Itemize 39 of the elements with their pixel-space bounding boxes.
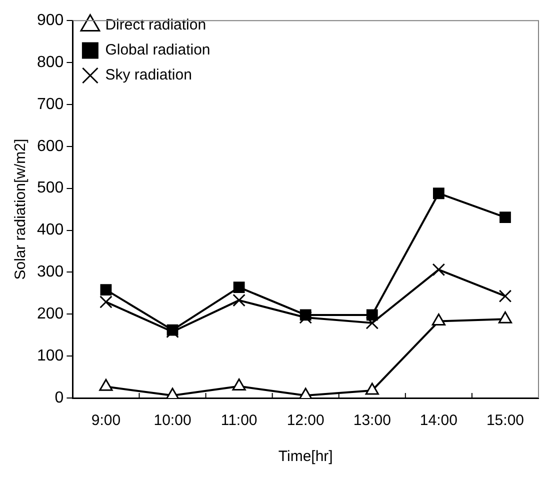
legend-label: Global radiation	[105, 42, 210, 59]
point	[99, 378, 113, 391]
y-tick-label: 500	[36, 180, 64, 197]
legend-label: Sky radiation	[105, 66, 192, 84]
y-tick-label: 100	[36, 347, 64, 364]
y-tick-label: 600	[36, 138, 64, 155]
point	[166, 388, 180, 398]
point	[500, 212, 511, 223]
point	[498, 290, 512, 303]
y-axis-title: Solar radiation[w/m2]	[12, 138, 30, 280]
point	[366, 316, 379, 330]
y-tick-label: 400	[36, 222, 64, 239]
x-tick-label: 15:00	[486, 412, 524, 430]
point	[365, 382, 379, 395]
legend-label: Direct radiation	[105, 16, 206, 34]
point	[298, 388, 312, 398]
point	[100, 296, 112, 308]
point	[432, 314, 446, 326]
x-axis-title: Time[hr]	[278, 448, 333, 466]
y-tick-label: 800	[36, 54, 64, 71]
point	[432, 263, 446, 276]
point	[232, 378, 246, 391]
x-tick-label: 13:00	[353, 412, 391, 430]
x-tick-label: 14:00	[420, 412, 458, 430]
x-tick-label: 10:00	[154, 412, 192, 430]
point	[498, 311, 512, 324]
y-tick-label: 700	[36, 96, 64, 113]
y-tick-label: 200	[36, 306, 64, 323]
y-tick-label: 0	[54, 389, 64, 406]
y-tick-label: 300	[36, 264, 64, 281]
x-tick-label: 12:00	[286, 412, 324, 430]
x-tick-label: 9:00	[91, 412, 121, 430]
point	[233, 282, 245, 293]
point	[232, 294, 246, 307]
point	[299, 311, 312, 324]
point	[432, 188, 444, 200]
y-tick-label: 900	[36, 12, 64, 30]
x-tick-label: 11:00	[220, 412, 258, 430]
point	[100, 284, 112, 296]
